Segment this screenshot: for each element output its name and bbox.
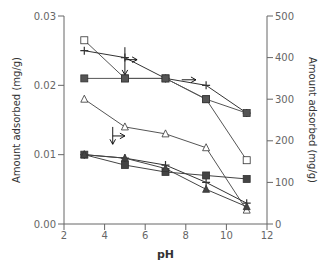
svg-text:4: 4: [101, 230, 107, 241]
svg-text:Amount adsorbed (mg/g): Amount adsorbed (mg/g): [307, 57, 318, 183]
svg-text:6: 6: [142, 230, 148, 241]
svg-text:400: 400: [275, 52, 294, 63]
svg-text:100: 100: [275, 177, 294, 188]
svg-text:0.00: 0.00: [34, 219, 56, 230]
svg-text:8: 8: [183, 230, 189, 241]
svg-text:200: 200: [275, 135, 294, 146]
svg-text:pH: pH: [157, 248, 174, 261]
svg-text:Amount adsorbed (mg/g): Amount adsorbed (mg/g): [11, 57, 22, 183]
svg-text:12: 12: [261, 230, 274, 241]
svg-text:300: 300: [275, 94, 294, 105]
svg-text:500: 500: [275, 11, 294, 22]
svg-text:0.03: 0.03: [34, 11, 56, 22]
svg-text:2: 2: [61, 230, 67, 241]
svg-text:10: 10: [220, 230, 233, 241]
svg-text:0.01: 0.01: [34, 149, 56, 160]
svg-text:0: 0: [275, 219, 281, 230]
svg-text:0.02: 0.02: [34, 80, 56, 91]
